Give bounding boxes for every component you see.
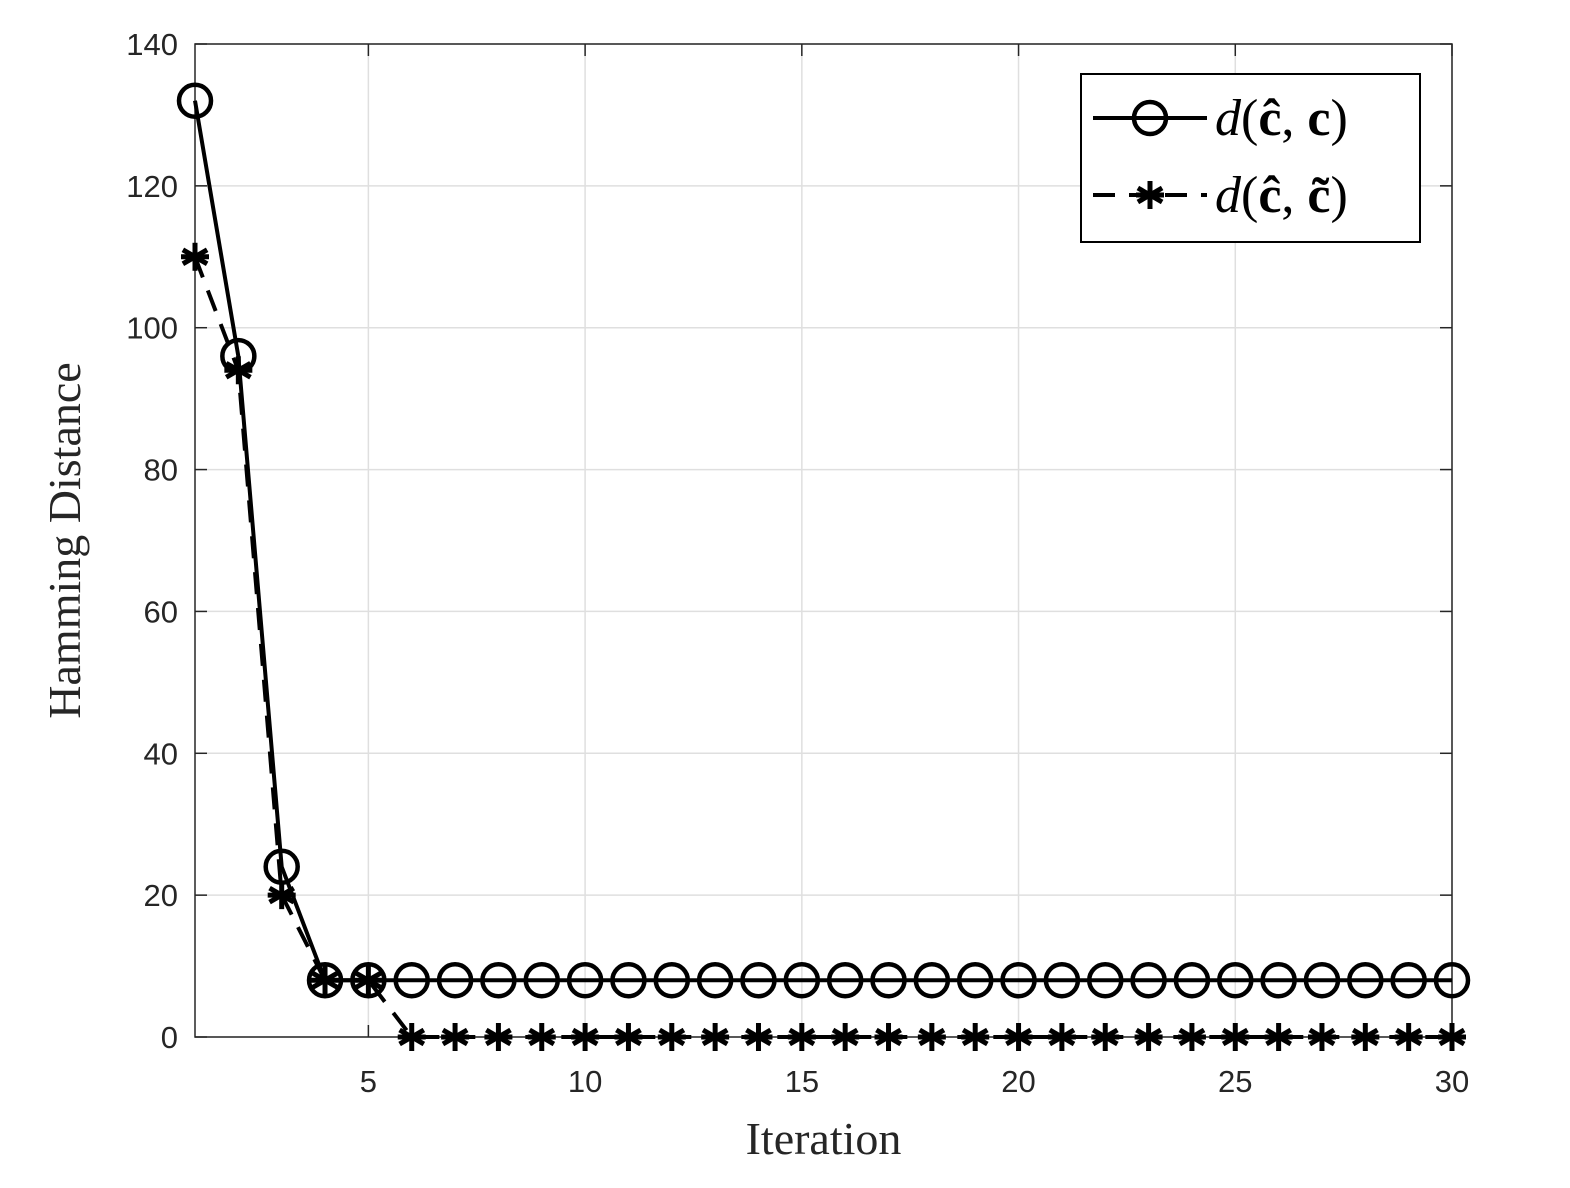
series-2-point bbox=[181, 242, 209, 271]
x-tick-label: 15 bbox=[785, 1064, 819, 1099]
series-2-point bbox=[397, 1023, 426, 1051]
y-axis-title: Hamming Distance bbox=[39, 362, 90, 718]
y-tick-label: 40 bbox=[144, 736, 178, 771]
legend-label-part: c̃ bbox=[1307, 167, 1330, 224]
series-1-point bbox=[1260, 962, 1297, 999]
legend-label-part: d bbox=[1215, 90, 1242, 147]
series-2-point bbox=[571, 1023, 600, 1051]
series-2-point bbox=[224, 356, 253, 385]
y-tick-label: 100 bbox=[126, 311, 178, 346]
legend-label-part: ) bbox=[1331, 90, 1348, 147]
legend-label-part: ) bbox=[1331, 167, 1348, 224]
series-2-point bbox=[614, 1023, 643, 1051]
series-2-point bbox=[527, 1023, 556, 1051]
series-layer bbox=[176, 82, 1471, 1051]
series-2-point bbox=[1351, 1023, 1380, 1051]
series-1-point bbox=[1217, 962, 1254, 999]
series-2-point bbox=[1004, 1023, 1033, 1051]
series-1-point bbox=[1130, 962, 1167, 999]
series-2-point bbox=[831, 1023, 860, 1051]
series-1-point bbox=[870, 962, 907, 999]
series-1-point bbox=[653, 962, 691, 999]
legend-label-part: ( bbox=[1241, 90, 1258, 147]
x-axis-title: Iteration bbox=[746, 1113, 902, 1164]
series-2-point bbox=[1307, 1023, 1336, 1051]
series-2-point bbox=[484, 1023, 513, 1051]
series-1-point bbox=[956, 962, 994, 999]
series-2-point bbox=[1438, 1023, 1466, 1051]
series-1-point bbox=[610, 962, 647, 999]
series-2-point bbox=[1047, 1023, 1076, 1051]
series-1-point bbox=[1347, 962, 1384, 999]
series-2-point bbox=[787, 1023, 816, 1051]
series-2-line bbox=[193, 256, 1452, 1039]
series-2-point bbox=[1394, 1023, 1423, 1051]
series-2-point bbox=[354, 966, 383, 995]
x-tick-label: 10 bbox=[568, 1064, 602, 1099]
series-2-point bbox=[1091, 1023, 1120, 1051]
series-2 bbox=[181, 242, 1466, 1051]
series-2-point bbox=[1221, 1023, 1250, 1051]
legend-label-part: d bbox=[1215, 167, 1242, 224]
legend-label-2: d(ĉ, c̃) bbox=[1215, 167, 1348, 224]
series-1-point bbox=[826, 962, 864, 999]
series-1-point bbox=[480, 962, 517, 999]
series-2-point bbox=[1134, 1023, 1163, 1051]
legend-label-part: c bbox=[1307, 90, 1330, 147]
legend-label-part: , bbox=[1281, 90, 1307, 147]
series-1-point bbox=[1043, 962, 1081, 999]
legend-label-1: d(ĉ, c) bbox=[1215, 90, 1348, 147]
legend-marker-1 bbox=[1131, 99, 1169, 137]
series-2-point bbox=[267, 881, 296, 910]
x-tick-label: 20 bbox=[1001, 1064, 1035, 1099]
legend-box bbox=[1080, 73, 1421, 243]
x-tick-label: 30 bbox=[1435, 1064, 1469, 1099]
y-tick-label: 140 bbox=[126, 27, 178, 62]
legend-label-part: ( bbox=[1241, 167, 1258, 224]
legend-label-part: ĉ bbox=[1258, 90, 1281, 147]
series-1-point bbox=[1433, 962, 1471, 999]
legend-label-part: , bbox=[1281, 167, 1307, 224]
series-1-point bbox=[1086, 962, 1124, 999]
series-1-point bbox=[1303, 962, 1341, 999]
tick-labels: 5 10 15 20 25 30 0 20 40 60 80 100 120 140 bbox=[126, 27, 1469, 1099]
series-1-point bbox=[566, 962, 604, 999]
series-2-point bbox=[961, 1023, 990, 1051]
series-1-point bbox=[176, 82, 214, 119]
series-1-point bbox=[436, 962, 474, 999]
series-1-point bbox=[1173, 962, 1211, 999]
y-tick-label: 20 bbox=[144, 878, 178, 913]
series-2-point bbox=[917, 1023, 946, 1051]
legend: d(ĉ, c)d(ĉ, c̃) bbox=[1080, 73, 1421, 243]
series-2-point bbox=[1264, 1023, 1293, 1051]
series-1-point bbox=[1390, 962, 1427, 999]
series-1-point bbox=[696, 962, 734, 999]
series-2-point bbox=[1177, 1023, 1206, 1051]
series-2-point bbox=[701, 1023, 730, 1051]
series-1 bbox=[176, 82, 1471, 999]
series-1-point bbox=[523, 962, 561, 999]
y-tick-label: 60 bbox=[144, 594, 178, 629]
series-2-point bbox=[311, 966, 340, 995]
legend-marker-2 bbox=[1136, 181, 1164, 209]
series-2-point bbox=[441, 1023, 470, 1051]
series-1-line bbox=[193, 100, 1452, 983]
series-2-point bbox=[744, 1023, 773, 1051]
y-tick-label: 120 bbox=[126, 169, 178, 204]
x-tick-label: 25 bbox=[1218, 1064, 1252, 1099]
series-2-point bbox=[657, 1023, 686, 1051]
series-1-point bbox=[393, 962, 430, 999]
series-1-point bbox=[783, 962, 821, 999]
y-tick-label: 80 bbox=[144, 453, 178, 488]
series-1-point bbox=[740, 962, 777, 999]
series-1-point bbox=[913, 962, 951, 999]
legend-entry-2: d(ĉ, c̃) bbox=[1093, 167, 1348, 224]
legend-entry-1: d(ĉ, c) bbox=[1093, 90, 1348, 147]
y-tick-label: 0 bbox=[161, 1020, 178, 1055]
legend-label-part: ĉ bbox=[1258, 167, 1281, 224]
series-2-point bbox=[874, 1023, 903, 1051]
series-1-point bbox=[1000, 962, 1037, 999]
x-tick-label: 5 bbox=[360, 1064, 377, 1099]
